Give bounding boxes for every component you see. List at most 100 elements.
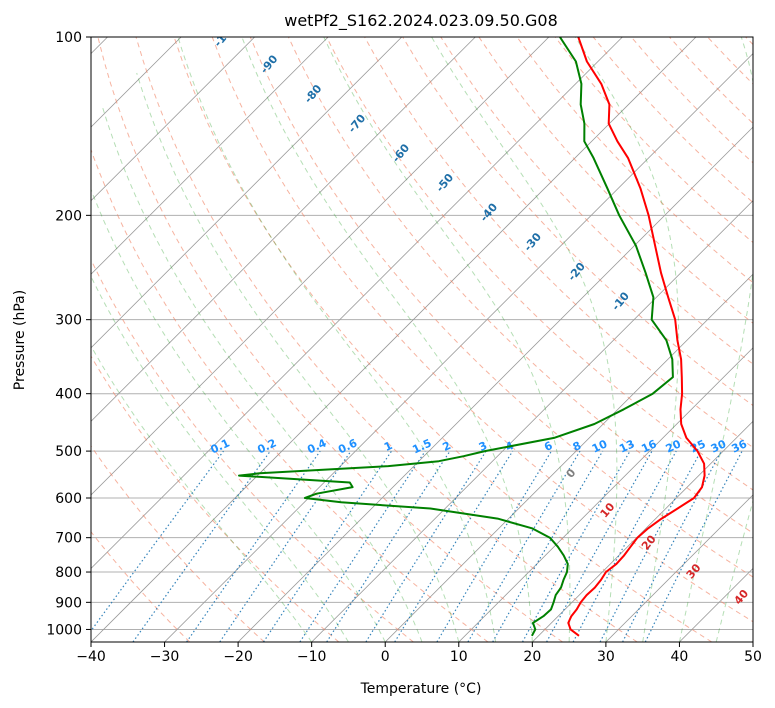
dry-adiabats (91, 37, 753, 642)
moist-adiabat-line (91, 345, 313, 642)
moist-adiabat-line (91, 188, 386, 642)
y-tick-label: 100 (55, 30, 82, 46)
mixing-ratio-label: 20 (664, 437, 684, 455)
moist-adiabat-line (91, 275, 349, 642)
isotherm-line (679, 567, 753, 642)
moist-adiabat-label: 0 (564, 466, 579, 480)
isotherm-line (91, 37, 476, 422)
x-tick-label: 40 (671, 649, 689, 665)
dry-adiabat-label: -60 (390, 141, 413, 165)
mixing-ratio-line (467, 450, 581, 642)
dry-adiabat-line (91, 531, 191, 642)
x-tick-label: −20 (223, 649, 253, 665)
dry-adiabat-line (516, 37, 753, 284)
moist-adiabat-label: 30 (684, 561, 704, 581)
dry-adiabat-line (91, 148, 489, 642)
dry-adiabat-line (91, 258, 414, 642)
dry-adiabat-line (745, 37, 753, 46)
y-axis-ticks: 100 200 300 400 500 600 700 800 900 1000 (46, 30, 91, 638)
isotherm-line (532, 420, 753, 642)
plot-frame (90, 36, 754, 643)
dry-adiabat-line (97, 37, 563, 642)
dry-adiabat-label: -50 (434, 171, 457, 195)
dry-adiabat-line (669, 37, 753, 125)
x-tick-label: 0 (381, 649, 390, 665)
y-axis-label: Pressure (hPa) (12, 290, 28, 390)
y-tick-label: 400 (55, 387, 82, 403)
y-tick-label: 300 (55, 313, 82, 329)
isotherm-line (752, 641, 753, 642)
isotherm-line (91, 37, 697, 642)
dry-adiabat-label: -10 (609, 289, 632, 313)
dry-adiabat-line (91, 355, 340, 642)
mixing-ratio-line (326, 450, 451, 642)
dry-adiabat-line (91, 445, 265, 642)
pressure-grid (91, 37, 753, 630)
moist-adiabats (91, 37, 753, 642)
isotherm-line (458, 347, 753, 642)
mixing-ratio-line (132, 450, 271, 642)
x-tick-label: 10 (450, 649, 468, 665)
mixing-ratio-label: 25 (688, 437, 707, 455)
isotherm-line (91, 37, 329, 275)
y-tick-label: 700 (55, 531, 82, 547)
x-axis-label: Temperature (°C) (360, 681, 482, 697)
moist-adiabat-line (177, 37, 497, 642)
dry-adiabat-line (440, 37, 753, 365)
isotherms (91, 37, 753, 642)
isotherm-line (91, 37, 623, 570)
y-tick-label: 200 (55, 208, 82, 224)
moist-adiabat-line (241, 37, 533, 642)
mixing-ratio-label: 6 (542, 439, 555, 454)
isotherm-line (91, 37, 550, 496)
mixing-ratio-line (262, 450, 392, 642)
dry-adiabat-label: -40 (477, 200, 500, 224)
moist-adiabat-line (101, 104, 423, 642)
mixing-ratio-line (546, 450, 653, 642)
isotherm-line (384, 273, 753, 642)
moist-adiabat-line (574, 37, 680, 642)
isotherm-line (237, 126, 753, 642)
y-tick-label: 500 (55, 444, 82, 460)
isotherm-line (91, 37, 403, 349)
moist-adiabat-line (136, 72, 460, 642)
dry-adiabat-label: -90 (258, 52, 281, 76)
y-tick-label: 800 (55, 565, 82, 581)
dry-adiabat-line (707, 37, 753, 85)
dry-adiabat-label: -100 (211, 20, 239, 50)
y-tick-label: 600 (55, 491, 82, 507)
chart-title: wetPf2_S162.2024.023.09.50.G08 (284, 11, 558, 31)
isotherm-line (91, 37, 255, 202)
x-tick-label: −10 (297, 649, 327, 665)
dry-adiabat-line (173, 37, 713, 642)
moist-adiabat-line (431, 37, 618, 642)
mixing-ratio-line (219, 450, 352, 642)
mixing-ratio-line (644, 450, 743, 642)
moist-adiabat-line (678, 37, 753, 642)
mixing-ratio-label: 0.1 (209, 436, 232, 456)
moist-adiabat-line (715, 498, 753, 642)
dry-adiabat-label: -30 (521, 230, 544, 254)
x-tick-label: −30 (150, 649, 180, 665)
x-tick-label: −40 (76, 649, 106, 665)
x-tick-label: 20 (523, 649, 541, 665)
mixing-ratio-label: 30 (709, 437, 729, 455)
y-tick-label: 1000 (46, 622, 82, 638)
mixing-ratio-label: 10 (590, 437, 610, 455)
moist-adiabat-line (752, 640, 753, 642)
moist-adiabat-line (323, 37, 571, 642)
profile-series (238, 37, 706, 637)
mixing-ratio-line (299, 450, 426, 642)
mixing-ratio-line (521, 450, 631, 642)
moist-adiabat-label: 10 (598, 500, 618, 520)
adiabat-labels: 0.1 0.2 0.4 0.6 1 1.5 2 3 4 6 8 10 13 16 20 25 30 36-100-… (209, 20, 752, 607)
mixing-ratio-line (186, 450, 321, 642)
dry-adiabat-label: -20 (565, 260, 588, 284)
dry-adiabat-line (287, 37, 753, 534)
dry-adiabat-line (402, 37, 753, 407)
mixing-ratio-label: 13 (617, 437, 636, 455)
dry-adiabat-line (211, 37, 753, 623)
dry-adiabat-line (135, 37, 638, 642)
mixing-ratio-label: 1 (382, 439, 394, 454)
